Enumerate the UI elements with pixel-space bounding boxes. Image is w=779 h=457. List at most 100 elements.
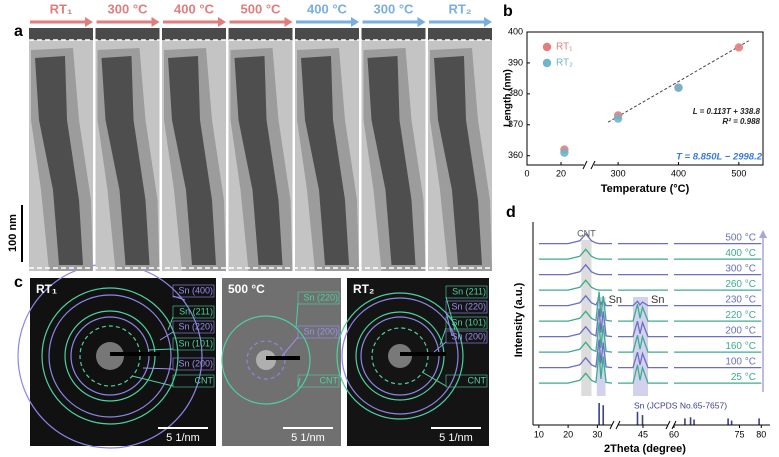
tem-image-top (295, 28, 359, 40)
highlight-band (581, 240, 592, 396)
scale-bar-label: 5 1/nm (291, 432, 325, 444)
nanotube-core (367, 56, 416, 265)
y-tick-label: 400 (508, 26, 523, 36)
nanotube-core (35, 56, 83, 265)
stage-arrowhead (484, 17, 492, 27)
stage-label: 400 °C (307, 1, 348, 16)
label-box (172, 320, 215, 334)
legend-label: 220 °C (725, 310, 756, 321)
x-tick-label: 30 (592, 429, 602, 439)
axis-break-gap (584, 162, 594, 168)
x-tick-label: 80 (756, 429, 766, 439)
x-tick-label: 75 (734, 429, 744, 439)
legend-marker (542, 42, 552, 52)
axis-break (665, 420, 671, 430)
label-connector (159, 331, 174, 341)
xrd-curve (538, 308, 613, 338)
x-tick-label: 60 (669, 429, 679, 439)
ring-label: Sn (101) (451, 317, 486, 327)
legend-label: 160 °C (725, 341, 756, 352)
y-tick-label: 380 (508, 88, 523, 98)
band-label: Sn (609, 294, 622, 306)
label-connector (172, 295, 186, 301)
reference-label: Sn (JCPDS No.65-7657) (634, 400, 727, 410)
band-label: Sn (651, 294, 664, 306)
ring-label: CNT (320, 375, 339, 385)
xrd-curve (618, 320, 668, 338)
label-connector (297, 377, 301, 387)
ring-label: Sn (200) (303, 326, 338, 336)
label-box (172, 284, 215, 298)
ring-label: Sn (211) (179, 306, 213, 316)
label-connector (281, 336, 299, 357)
xrd-curve (538, 352, 613, 384)
nanotube-core (168, 56, 216, 265)
image-title: RT₁ (36, 282, 57, 296)
fit-line (607, 40, 750, 123)
x-tick-label: 20 (556, 168, 566, 178)
label-box (297, 374, 340, 388)
label-box (445, 374, 488, 388)
nanotube-core (234, 56, 283, 265)
xrd-curve (538, 339, 613, 369)
ring-label: Sn (211) (452, 286, 486, 296)
label-box (172, 337, 215, 351)
legend-label: 100 °C (725, 357, 756, 368)
stage-arrowhead (151, 17, 160, 27)
axis-break (609, 420, 615, 430)
legend-label: RT₂ (556, 58, 573, 69)
ring-label: Sn (101) (178, 338, 213, 348)
annotation: L = 0.113T + 338.8 (693, 107, 761, 116)
stage-label: 400 °C (174, 1, 215, 16)
label-box (172, 357, 215, 371)
label-connector (295, 302, 299, 329)
data-point (674, 83, 683, 92)
ring (341, 297, 459, 415)
label-box (445, 330, 488, 344)
ring-label: Sn (220) (303, 292, 338, 302)
data-point (560, 148, 569, 157)
ring-label: CNT (468, 375, 487, 385)
stage-arrowhead (85, 17, 93, 27)
ring (41, 287, 179, 425)
xrd-curve (618, 364, 668, 384)
ring (48, 294, 172, 418)
label-connector (421, 371, 447, 387)
tem-image-top (95, 28, 160, 40)
y-axis-title: Length (nm) (503, 69, 514, 127)
label-connector (445, 296, 456, 331)
x-axis-title: 2Theta (degree) (604, 443, 686, 455)
data-point (613, 114, 623, 123)
data-point (734, 43, 744, 52)
x-axis-title: Temperature (°C) (601, 183, 690, 195)
annotation: R² = 0.988 (722, 117, 760, 126)
stage-label: 500 °C (241, 1, 282, 16)
y-tick-label: 390 (508, 57, 523, 67)
diffraction-image (222, 278, 341, 446)
plot-frame (526, 31, 764, 166)
y-tick-label: 370 (508, 119, 523, 129)
scale-bar-label: 5 1/nm (439, 432, 473, 444)
legend-label: 200 °C (725, 326, 756, 337)
panel-letter: c (14, 274, 23, 291)
y-axis-title: Intensity (a.u.) (513, 282, 525, 357)
x-tick-label: 300 (611, 168, 626, 178)
stage-label: RT₂ (448, 1, 471, 16)
tem-image-top (428, 28, 492, 40)
y-tick-label: 360 (508, 150, 523, 160)
legend-label: 260 °C (725, 279, 756, 290)
x-tick-label: 400 (671, 168, 686, 178)
ring (336, 292, 464, 420)
legend-label: 25 °C (731, 372, 756, 383)
label-box (445, 285, 488, 299)
tem-image-top (361, 28, 426, 40)
ring-label: Sn (200) (451, 331, 486, 341)
ring-label: Sn (200) (178, 358, 213, 368)
xrd-curve (538, 279, 612, 291)
x-tick-label: 10 (534, 429, 544, 439)
tem-image-top (162, 28, 226, 40)
label-connector (142, 367, 174, 370)
legend-marker (542, 58, 552, 68)
label-connector (433, 341, 447, 353)
label-box (445, 316, 488, 330)
